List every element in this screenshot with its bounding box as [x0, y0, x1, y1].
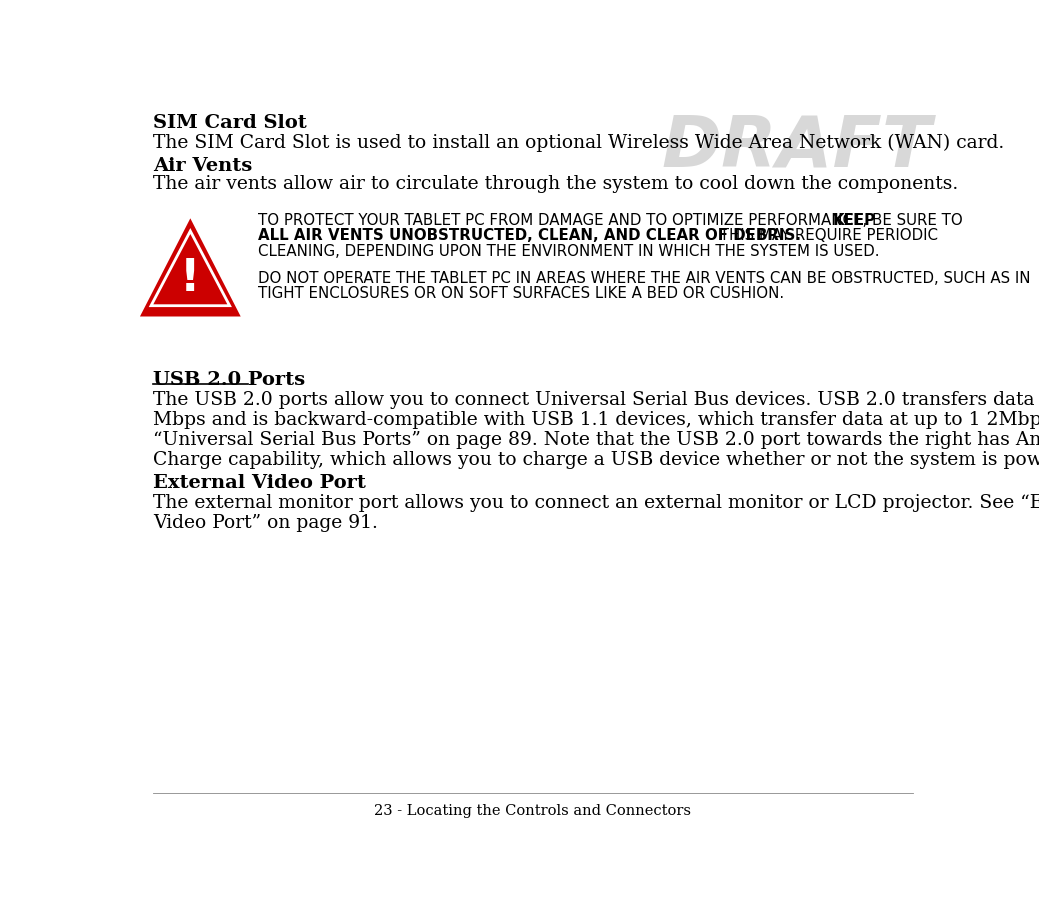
Text: Air Vents: Air Vents [153, 157, 252, 175]
Text: Video Port” on page 91.: Video Port” on page 91. [153, 514, 378, 532]
Text: !: ! [180, 258, 201, 300]
Text: TIGHT ENCLOSURES OR ON SOFT SURFACES LIKE A BED OR CUSHION.: TIGHT ENCLOSURES OR ON SOFT SURFACES LIK… [258, 286, 783, 301]
Text: Charge capability, which allows you to charge a USB device whether or not the sy: Charge capability, which allows you to c… [153, 451, 1039, 469]
Text: The SIM Card Slot is used to install an optional Wireless Wide Area Network (WAN: The SIM Card Slot is used to install an … [153, 134, 1005, 152]
Text: The air vents allow air to circulate through the system to cool down the compone: The air vents allow air to circulate thr… [153, 175, 958, 193]
Text: External Video Port: External Video Port [153, 474, 366, 492]
Text: USB 2.0 Ports: USB 2.0 Ports [153, 371, 305, 389]
Polygon shape [140, 218, 241, 317]
Text: CLEANING, DEPENDING UPON THE ENVIRONMENT IN WHICH THE SYSTEM IS USED.: CLEANING, DEPENDING UPON THE ENVIRONMENT… [258, 244, 879, 259]
Text: KEEP: KEEP [833, 213, 876, 227]
Text: TO PROTECT YOUR TABLET PC FROM DAMAGE AND TO OPTIMIZE PERFORMANCE, BE SURE TO: TO PROTECT YOUR TABLET PC FROM DAMAGE AN… [258, 213, 967, 227]
Text: SIM Card Slot: SIM Card Slot [153, 114, 307, 133]
Text: 23 - Locating the Controls and Connectors: 23 - Locating the Controls and Connector… [374, 803, 691, 818]
Text: ALL AIR VENTS UNOBSTRUCTED, CLEAN, AND CLEAR OF DEBRIS.: ALL AIR VENTS UNOBSTRUCTED, CLEAN, AND C… [258, 228, 801, 243]
Text: “Universal Serial Bus Ports” on page 89. Note that the USB 2.0 port towards the : “Universal Serial Bus Ports” on page 89.… [153, 431, 1039, 449]
Text: Mbps and is backward-compatible with USB 1.1 devices, which transfer data at up : Mbps and is backward-compatible with USB… [153, 411, 1039, 429]
Text: The USB 2.0 ports allow you to connect Universal Serial Bus devices. USB 2.0 tra: The USB 2.0 ports allow you to connect U… [153, 391, 1039, 409]
Text: DO NOT OPERATE THE TABLET PC IN AREAS WHERE THE AIR VENTS CAN BE OBSTRUCTED, SUC: DO NOT OPERATE THE TABLET PC IN AREAS WH… [258, 271, 1031, 286]
Text: DRAFT: DRAFT [662, 112, 932, 181]
Text: The external monitor port allows you to connect an external monitor or LCD proje: The external monitor port allows you to … [153, 494, 1039, 512]
Text: THIS MAY REQUIRE PERIODIC: THIS MAY REQUIRE PERIODIC [715, 228, 938, 243]
